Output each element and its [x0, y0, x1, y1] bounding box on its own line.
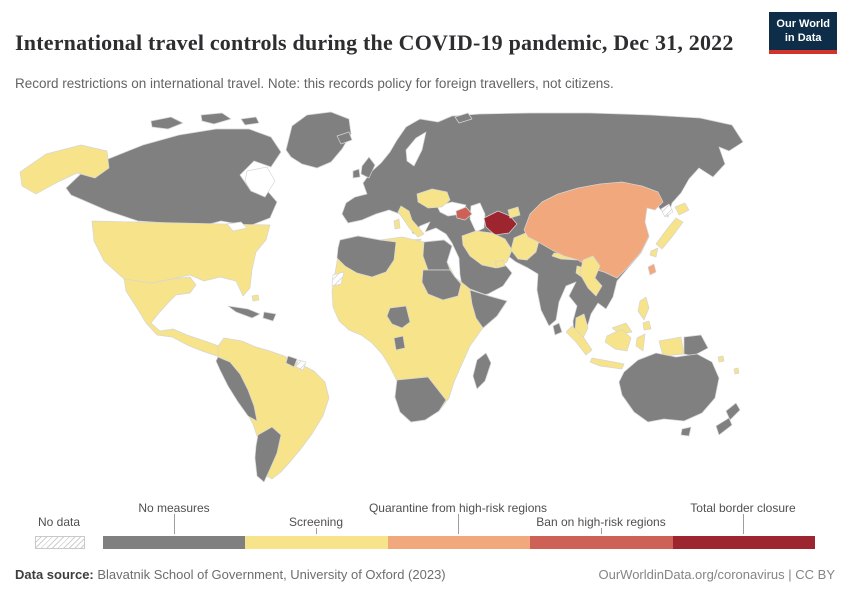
- region-china[interactable]: [523, 181, 664, 279]
- region-myanmar-laos[interactable]: [579, 255, 603, 297]
- legend-tick: [316, 528, 317, 534]
- region-taiwan[interactable]: [647, 263, 657, 276]
- region-japan-kyushu[interactable]: [649, 247, 659, 258]
- region-usa[interactable]: [91, 220, 271, 297]
- region-iceland[interactable]: [336, 131, 353, 145]
- baltic-sea: [405, 131, 427, 167]
- region-uk[interactable]: [360, 156, 376, 179]
- region-sudan[interactable]: [421, 269, 462, 301]
- region-new-zealand-south[interactable]: [715, 417, 733, 436]
- legend-no-data-label: No data: [37, 515, 81, 529]
- region-nigeria[interactable]: [386, 305, 411, 329]
- region-morocco-algeria[interactable]: [336, 235, 397, 278]
- region-pacific-islands[interactable]: [717, 355, 725, 363]
- data-source-label: Data source:: [15, 567, 94, 582]
- region-canada-arctic[interactable]: [150, 116, 184, 130]
- region-southern-africa[interactable]: [394, 376, 447, 423]
- region-north-korea[interactable]: [660, 203, 674, 218]
- region-madagascar[interactable]: [472, 352, 492, 390]
- legend-no-data-swatch[interactable]: [35, 536, 85, 549]
- legend-label-screening: Screening: [288, 515, 344, 529]
- legend-tick: [601, 528, 602, 534]
- region-egypt[interactable]: [422, 239, 453, 271]
- region-italy[interactable]: [397, 205, 425, 238]
- region-italy-sardinia[interactable]: [393, 218, 401, 230]
- region-somalia[interactable]: [469, 289, 508, 329]
- region-mexico-central-america[interactable]: [123, 276, 239, 364]
- region-bahamas[interactable]: [251, 294, 260, 302]
- data-source: Data source: Blavatnik School of Governm…: [15, 567, 446, 582]
- region-hispaniola[interactable]: [262, 311, 277, 322]
- legend-segment-total-closure[interactable]: [672, 536, 816, 549]
- region-indonesia-borneo[interactable]: [604, 328, 632, 352]
- legend-label-ban: Ban on high-risk regions: [536, 515, 666, 529]
- region-azerbaijan[interactable]: [455, 206, 473, 221]
- attribution-link[interactable]: OurWorldinData.org/coronavirus | CC BY: [598, 567, 835, 582]
- region-new-zealand-north[interactable]: [725, 402, 741, 421]
- legend-label-no-measures: No measures: [138, 501, 210, 515]
- region-indonesia-sulawesi[interactable]: [635, 333, 646, 352]
- legend-tick: [174, 514, 175, 534]
- owid-logo-line1: Our World: [776, 18, 830, 30]
- region-cuba[interactable]: [227, 305, 261, 319]
- legend-label-quarantine: Quarantine from high-risk regions: [368, 501, 548, 515]
- region-tajikistan[interactable]: [507, 206, 521, 219]
- world-map: [19, 111, 744, 483]
- region-pacific-islands[interactable]: [733, 367, 740, 375]
- region-alaska[interactable]: [19, 144, 110, 195]
- legend-segment-ban[interactable]: [530, 536, 673, 549]
- owid-logo-line2: in Data: [784, 32, 822, 45]
- page-title: International travel controls during the…: [15, 29, 734, 55]
- region-indonesia-sumatra[interactable]: [565, 325, 593, 356]
- legend-label-total-closure: Total border closure: [690, 501, 796, 515]
- region-canada-arctic[interactable]: [240, 116, 260, 126]
- region-ireland[interactable]: [352, 168, 361, 179]
- region-svalbard[interactable]: [454, 112, 473, 124]
- region-australia[interactable]: [618, 352, 720, 423]
- region-peru-ecuador[interactable]: [215, 356, 258, 422]
- legend-color-bar: [103, 536, 816, 549]
- region-ukraine[interactable]: [416, 188, 451, 209]
- footer: Data source: Blavatnik School of Governm…: [15, 567, 835, 582]
- region-gabon[interactable]: [393, 335, 406, 351]
- region-japan-honshu[interactable]: [655, 217, 684, 250]
- legend-segment-screening[interactable]: [245, 536, 388, 549]
- hudson-bay: [244, 166, 276, 198]
- region-australia-tasmania[interactable]: [680, 426, 692, 437]
- page-subtitle: Record restrictions on international tra…: [15, 76, 614, 91]
- region-indonesia-papua[interactable]: [658, 336, 685, 357]
- legend: No data No measures Screening Quarantine…: [0, 500, 850, 556]
- region-turkmenistan[interactable]: [483, 210, 518, 236]
- region-guyana[interactable]: [285, 355, 298, 368]
- legend-segment-quarantine[interactable]: [387, 536, 531, 549]
- region-papua-new-guinea[interactable]: [683, 334, 709, 357]
- region-western-sahara[interactable]: [331, 271, 345, 287]
- region-indonesia-java[interactable]: [589, 357, 625, 370]
- region-philippines[interactable]: [637, 296, 650, 321]
- region-philippines-south[interactable]: [642, 320, 652, 331]
- data-source-value: Blavatnik School of Government, Universi…: [93, 567, 446, 582]
- region-uae[interactable]: [494, 259, 506, 269]
- legend-segment-no-measures[interactable]: [103, 536, 246, 549]
- region-canada-arctic[interactable]: [200, 112, 232, 125]
- region-sri-lanka[interactable]: [552, 322, 563, 336]
- legend-tick: [458, 514, 459, 534]
- great-lakes: [226, 221, 248, 232]
- region-iran[interactable]: [461, 230, 513, 269]
- caspian-sea: [469, 202, 486, 233]
- owid-logo: Our World in Data: [769, 12, 837, 54]
- region-japan-hokkaido[interactable]: [674, 202, 690, 216]
- region-argentina[interactable]: [254, 426, 282, 483]
- region-suriname[interactable]: [295, 359, 307, 371]
- legend-tick: [743, 514, 744, 534]
